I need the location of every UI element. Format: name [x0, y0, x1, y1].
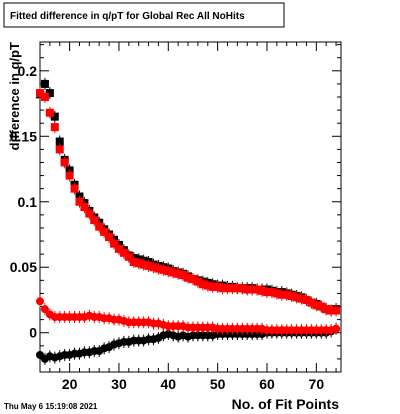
data-point [65, 171, 74, 180]
data-point [144, 261, 153, 270]
x-tick-label: 20 [62, 376, 78, 392]
date-stamp: Thu May 6 15:19:08 2021 [4, 402, 98, 411]
data-point [248, 285, 257, 294]
data-point [45, 89, 54, 98]
data-point [272, 289, 281, 298]
data-point [75, 197, 84, 206]
data-point [154, 264, 163, 273]
data-point [223, 284, 232, 293]
data-point [134, 259, 143, 268]
data-point [253, 285, 262, 294]
data-point [332, 324, 341, 333]
y-tick-label: 0 [29, 325, 37, 341]
data-point [327, 306, 336, 315]
data-point [40, 93, 49, 101]
data-point [114, 244, 123, 253]
data-point [164, 267, 173, 276]
data-point [36, 89, 44, 98]
data-point [184, 273, 193, 282]
data-point [297, 294, 306, 303]
data-point [149, 263, 158, 272]
x-tick-label: 40 [161, 376, 177, 392]
plot-frame [39, 41, 342, 373]
data-point [292, 293, 301, 302]
data-point [90, 216, 99, 225]
x-tick-label: 30 [111, 376, 127, 392]
data-point [95, 222, 104, 231]
y-axis-title: difference in q/pT [7, 42, 22, 150]
x-tick-label: 70 [309, 376, 325, 392]
data-point [267, 288, 276, 297]
chart-title: Fitted difference in q/pT for Global Rec… [10, 11, 245, 22]
data-point [193, 277, 202, 286]
y-tick-label: 0.1 [18, 194, 38, 210]
data-point [139, 260, 148, 269]
data-point [110, 239, 119, 248]
data-point [238, 284, 247, 293]
y-tick-label: 0.15 [10, 128, 37, 144]
data-point [105, 233, 114, 242]
data-point [55, 145, 64, 154]
data-point [60, 158, 69, 167]
data-point [198, 280, 207, 289]
data-point [45, 108, 54, 117]
data-point [124, 252, 133, 261]
data-point [188, 275, 197, 284]
data-point [307, 298, 316, 307]
data-point [174, 269, 183, 278]
data-point [169, 268, 178, 277]
data-point [322, 305, 331, 314]
data-point [282, 290, 291, 299]
data-point [228, 284, 237, 293]
x-axis-title: No. of Fit Points [232, 396, 340, 412]
data-point [243, 285, 252, 294]
data-point [233, 284, 242, 293]
x-tick-label: 50 [210, 376, 226, 392]
series-4 [36, 295, 341, 337]
data-point [258, 286, 267, 295]
x-tick-label: 60 [259, 376, 275, 392]
data-point [50, 123, 59, 132]
data-point [179, 271, 188, 280]
data-point [85, 209, 94, 218]
data-point [50, 112, 59, 121]
data-point [287, 292, 296, 301]
data-point [129, 258, 138, 266]
data-point [100, 227, 109, 236]
data-point [302, 295, 311, 304]
data-point [119, 248, 128, 257]
data-marks [36, 77, 341, 365]
data-point [80, 203, 89, 211]
data-point [218, 284, 227, 293]
data-point [332, 306, 341, 315]
data-point [317, 302, 326, 311]
data-point [262, 288, 271, 297]
data-point [312, 301, 321, 310]
y-tick-label: 0.05 [10, 259, 37, 275]
data-point [203, 281, 212, 290]
title-box [3, 2, 285, 28]
data-point [277, 290, 286, 299]
data-point [208, 282, 217, 291]
data-point [40, 305, 49, 314]
data-point [159, 265, 168, 274]
data-point [70, 184, 79, 193]
data-point [55, 137, 64, 146]
data-point [36, 297, 44, 306]
series-3 [36, 87, 341, 317]
y-tick-label: 0.2 [18, 63, 38, 79]
data-point [213, 282, 222, 291]
data-point [40, 79, 49, 88]
